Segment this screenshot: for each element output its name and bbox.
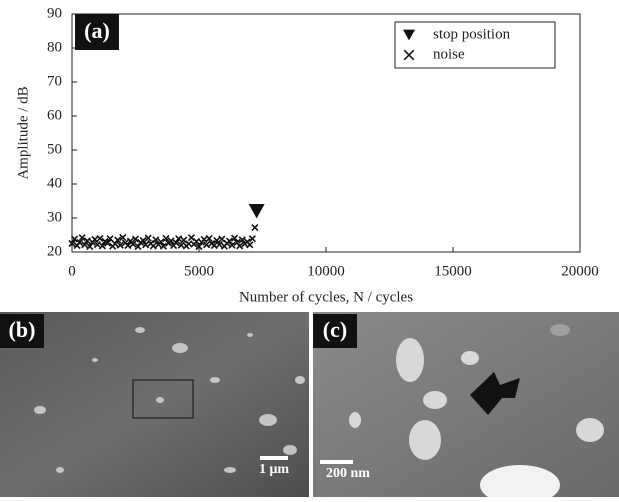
panel-label: (c) [323, 317, 347, 342]
figure: 0 5000 10000 15000 20000 20 30 40 50 60 70 80 90 Numb… [0, 0, 619, 497]
x-tick-label: 5000 [184, 263, 214, 279]
y-axis-label: Amplitude / dB [15, 86, 31, 179]
marker-noise [188, 235, 194, 241]
marker-noise [150, 243, 156, 249]
x-tick-label: 15000 [434, 263, 472, 279]
chart: 0 5000 10000 15000 20000 20 30 40 50 60 70 80 90 Numb… [15, 5, 598, 305]
panel-label: (a) [84, 18, 110, 43]
x-tick-label: 10000 [307, 263, 345, 279]
y-tick-label: 20 [47, 243, 62, 259]
marker-stop [249, 204, 265, 218]
x-axis-label: Number of cycles, N / cycles [239, 289, 413, 305]
y-tick-label: 60 [47, 107, 62, 123]
scale-bar-label: 200 nm [326, 466, 370, 481]
marker-noise [97, 235, 103, 241]
x-tick-label: 0 [68, 263, 76, 279]
panel-label: (b) [9, 317, 36, 342]
y-tick-label: 40 [47, 175, 62, 191]
sem-image-b: (b) 1 μm [0, 312, 309, 497]
sem-image-c: (c) 200 nm [313, 312, 619, 497]
legend-label: noise [433, 46, 465, 62]
x-tick-label: 20000 [561, 263, 599, 279]
marker-noise [252, 225, 258, 231]
y-tick-label: 70 [47, 73, 62, 89]
marker-noise [247, 242, 253, 248]
y-tick-label: 30 [47, 209, 62, 225]
y-tick-label: 50 [47, 141, 62, 157]
marker-noise [249, 236, 255, 242]
legend-label: stop position [433, 26, 511, 42]
y-tick-label: 90 [47, 5, 62, 21]
y-tick-label: 80 [47, 39, 62, 55]
scale-bar-label: 1 μm [259, 462, 289, 477]
